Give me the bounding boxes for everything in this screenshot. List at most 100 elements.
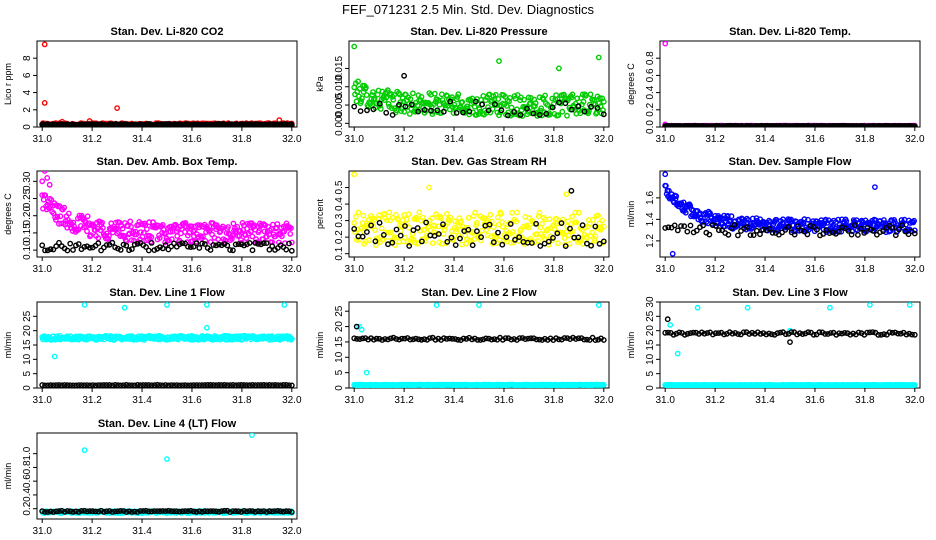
data-point-secondary bbox=[134, 240, 141, 247]
data-point-secondary bbox=[396, 101, 402, 108]
data-point-primary bbox=[359, 95, 365, 102]
data-point-secondary bbox=[533, 336, 540, 343]
data-point-primary bbox=[99, 219, 106, 226]
x-tick-label: 32.0 bbox=[282, 526, 302, 537]
y-tick-label: 0 bbox=[22, 124, 33, 130]
data-point-secondary bbox=[816, 329, 823, 336]
data-point-secondary bbox=[457, 235, 463, 242]
data-point-secondary bbox=[354, 335, 360, 342]
data-point-secondary bbox=[435, 335, 442, 342]
plot-frame bbox=[348, 40, 610, 128]
data-point-primary bbox=[595, 212, 601, 219]
data-point-secondary bbox=[387, 335, 394, 342]
data-point-primary bbox=[48, 196, 55, 203]
data-point-primary bbox=[378, 225, 385, 232]
data-point-secondary bbox=[373, 335, 380, 342]
data-point-secondary bbox=[556, 336, 562, 343]
data-point-secondary bbox=[810, 223, 817, 230]
data-point-secondary bbox=[229, 381, 236, 388]
data-point-secondary bbox=[735, 232, 741, 239]
data-point-secondary bbox=[836, 228, 842, 235]
data-point-secondary bbox=[539, 337, 545, 343]
data-point-primary bbox=[390, 96, 397, 103]
data-point-secondary bbox=[397, 232, 404, 239]
data-point-primary bbox=[54, 213, 61, 220]
x-tick-label: 31.4 bbox=[132, 526, 152, 537]
data-point-primary bbox=[386, 209, 393, 216]
y-tick-label: 15 bbox=[645, 339, 656, 351]
data-point-primary bbox=[140, 229, 147, 236]
data-point-primary bbox=[843, 218, 850, 225]
x-tick-label: 31.0 bbox=[32, 395, 52, 406]
data-point-secondary bbox=[407, 336, 414, 343]
data-point-primary bbox=[551, 225, 558, 232]
data-point-primary bbox=[564, 112, 570, 119]
data-point-secondary bbox=[568, 106, 575, 113]
data-point-primary bbox=[600, 223, 607, 230]
data-point-primary bbox=[363, 92, 370, 99]
data-point-primary bbox=[508, 239, 514, 246]
data-point-secondary bbox=[70, 382, 76, 388]
y-tick-label: 0.005 bbox=[334, 92, 345, 117]
data-point-primary bbox=[61, 204, 68, 211]
data-point-secondary bbox=[406, 243, 413, 249]
data-point-secondary bbox=[137, 382, 144, 388]
data-point-secondary bbox=[516, 335, 523, 341]
data-point-primary bbox=[525, 224, 532, 231]
data-point-secondary bbox=[550, 234, 556, 241]
x-tick-label: 31.6 bbox=[182, 134, 202, 145]
data-point-secondary bbox=[899, 222, 906, 229]
data-point-primary bbox=[84, 213, 91, 220]
data-point-secondary bbox=[143, 244, 149, 250]
data-point-secondary bbox=[452, 242, 459, 249]
data-point-primary bbox=[509, 228, 516, 235]
x-tick-label: 32.0 bbox=[905, 395, 925, 406]
data-point-secondary bbox=[379, 337, 386, 343]
data-point-secondary bbox=[480, 336, 487, 343]
data-point-secondary bbox=[126, 247, 133, 254]
data-point-secondary bbox=[235, 382, 242, 388]
data-point-primary bbox=[400, 98, 407, 105]
data-point-secondary bbox=[241, 382, 248, 388]
x-tick-label: 31.6 bbox=[805, 264, 825, 275]
data-point-secondary bbox=[485, 335, 492, 342]
data-point-secondary bbox=[848, 231, 855, 238]
points-group bbox=[39, 433, 295, 516]
data-point-primary bbox=[569, 213, 575, 220]
data-point-secondary bbox=[53, 243, 60, 250]
data-point-secondary bbox=[64, 382, 71, 388]
data-point-primary bbox=[901, 216, 908, 223]
data-point-secondary bbox=[396, 336, 402, 343]
data-point-secondary bbox=[678, 223, 684, 229]
data-point-primary bbox=[406, 111, 413, 117]
data-point-secondary bbox=[131, 382, 138, 388]
data-point-secondary bbox=[117, 246, 124, 253]
data-point-primary bbox=[487, 211, 494, 218]
data-point-primary bbox=[872, 184, 878, 191]
data-point-secondary bbox=[112, 381, 119, 388]
data-point-secondary bbox=[288, 382, 295, 388]
x-tick-label: 31.0 bbox=[344, 264, 364, 275]
data-point-primary bbox=[431, 90, 438, 97]
data-point-secondary bbox=[255, 382, 262, 388]
data-point-secondary bbox=[880, 228, 887, 235]
data-point-secondary bbox=[731, 221, 738, 228]
data-point-primary bbox=[391, 92, 397, 98]
data-point-secondary bbox=[210, 242, 217, 248]
data-point-primary bbox=[438, 215, 444, 222]
data-point-secondary bbox=[376, 219, 383, 226]
data-point-primary bbox=[81, 447, 88, 454]
y-axis-label: ml/min bbox=[626, 201, 636, 228]
y-axis-label: percent bbox=[315, 198, 325, 229]
data-point-secondary bbox=[453, 110, 460, 116]
data-point-secondary bbox=[909, 331, 915, 338]
data-point-primary bbox=[699, 218, 706, 225]
data-point-primary bbox=[600, 98, 607, 105]
data-point-primary bbox=[459, 99, 466, 105]
data-point-primary bbox=[396, 91, 403, 98]
data-point-primary bbox=[288, 239, 295, 246]
data-point-primary bbox=[538, 105, 545, 112]
data-point-primary bbox=[473, 219, 480, 226]
data-point-primary bbox=[911, 217, 917, 224]
